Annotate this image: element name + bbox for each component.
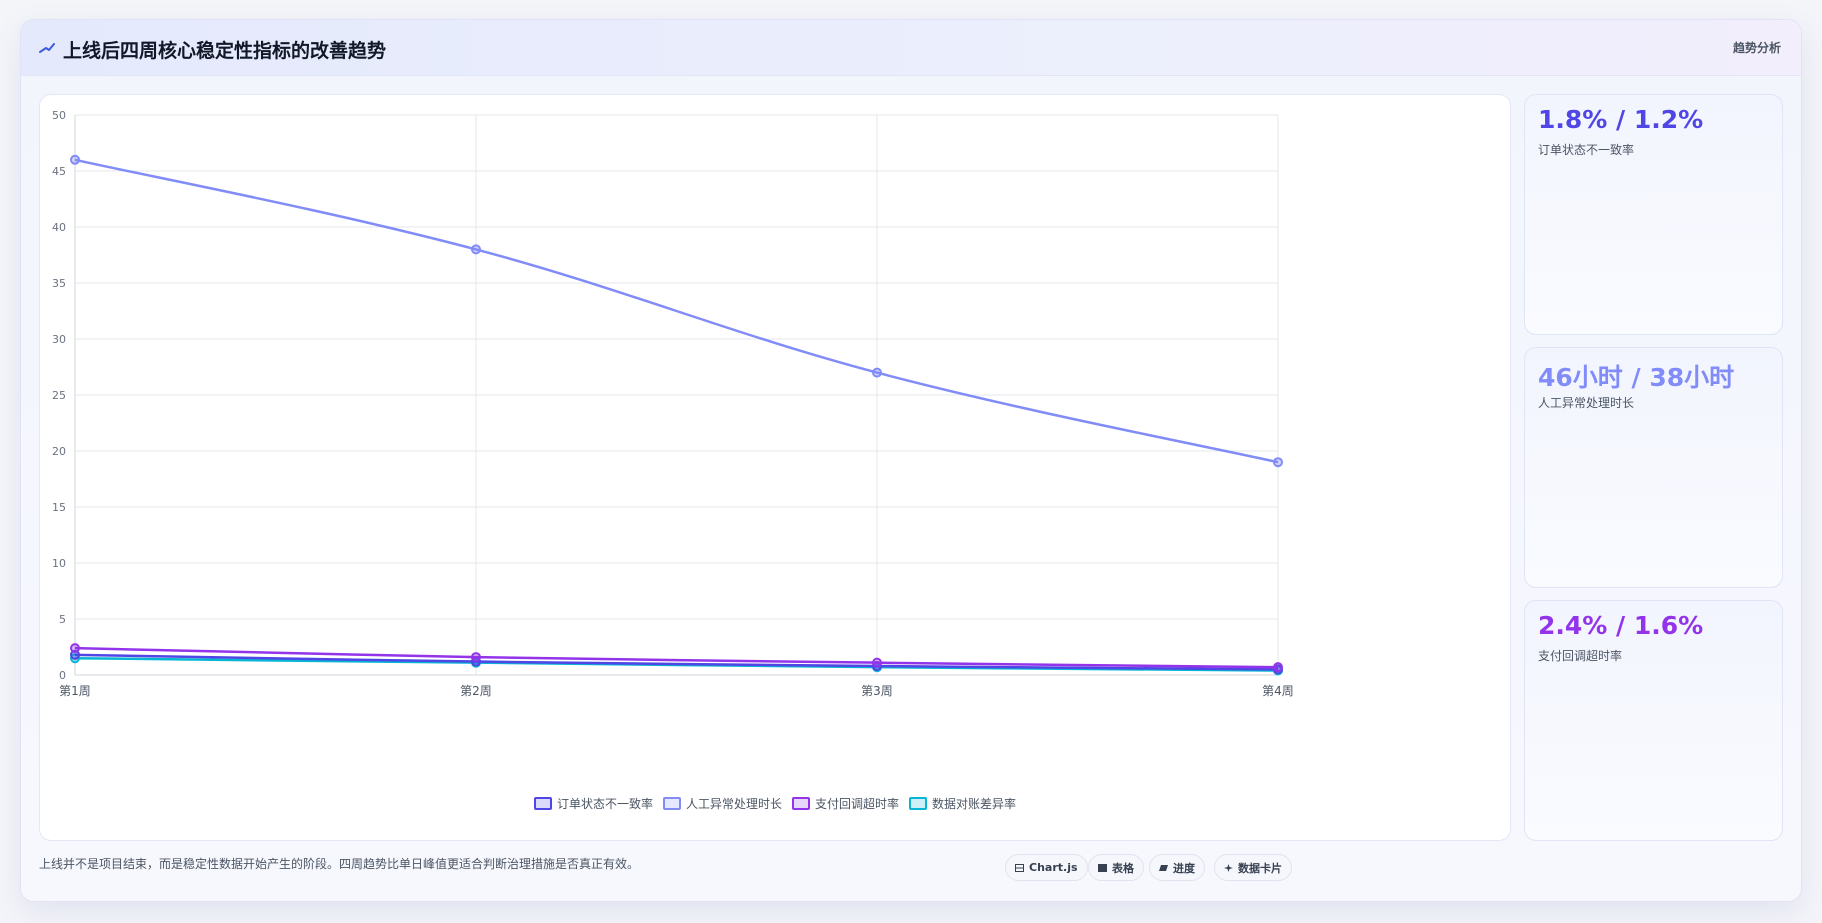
legend-swatch [533, 797, 552, 810]
stat-card-manual-handling: 46小时 / 38小时 人工异常处理时长 [1524, 347, 1783, 588]
chart-card: 0 5 10 15 20 25 30 35 40 45 50 第1周 第2周 第3周 第4周 订单状态不一致… [39, 94, 1511, 841]
stat-label: 订单状态不一致率 [1538, 143, 1635, 157]
series-line-1 [74, 653, 1279, 671]
button-label: Chart.js [1029, 861, 1078, 874]
stat-card-payment-timeout: 2.4% / 1.6% 支付回调超时率 [1524, 600, 1783, 841]
table-icon [1098, 863, 1107, 872]
y-tick-label: 25 [52, 389, 66, 402]
data-point [471, 244, 481, 255]
data-point [70, 643, 80, 654]
trend-panel: 上线后四周核心稳定性指标的改善趋势 趋势分析 0 5 10 15 20 25 30 35 40 4… [20, 19, 1802, 902]
progress-icon [1159, 864, 1168, 871]
panel-title: 上线后四周核心稳定性指标的改善趋势 [63, 40, 387, 62]
progress-button[interactable]: 进度 [1149, 854, 1205, 881]
y-tick-label: 5 [59, 613, 66, 626]
table-button[interactable]: 表格 [1088, 854, 1144, 881]
stat-value: 46小时 / 38小时 [1538, 363, 1735, 392]
button-label: 表格 [1112, 861, 1134, 875]
legend-item-4[interactable]: 数据对账差异率 [909, 795, 1016, 812]
legend-label: 数据对账差异率 [932, 797, 1017, 811]
stat-label: 支付回调超时率 [1538, 649, 1623, 663]
chart-icon [1015, 863, 1024, 872]
legend-label: 支付回调超时率 [815, 797, 900, 811]
chartjs-button[interactable]: Chart.js [1005, 854, 1088, 881]
y-tick-label: 0 [59, 669, 66, 682]
line-chart: 0 5 10 15 20 25 30 35 40 45 50 第1周 第2周 第3周 第4周 [52, 109, 1294, 698]
footer-note: 上线并不是项目结束，而是稳定性数据开始产生的阶段。四周趋势比单日峰值更适合判断治… [39, 857, 640, 871]
series-line-2 [74, 158, 1279, 464]
data-point [70, 154, 80, 165]
data-point [872, 367, 882, 378]
legend-swatch [792, 797, 810, 810]
x-tick-label: 第3周 [861, 684, 893, 698]
y-tick-label: 40 [52, 221, 66, 234]
legend-swatch [662, 797, 681, 810]
legend-swatch [909, 797, 928, 810]
legend-item-1[interactable]: 订单状态不一致率 [533, 795, 653, 812]
x-tick-label: 第4周 [1262, 684, 1294, 698]
y-tick-label: 20 [52, 445, 66, 458]
y-tick-label: 15 [52, 501, 66, 514]
card-icon [1224, 863, 1233, 872]
x-tick-label: 第2周 [460, 684, 492, 698]
data-point [1273, 457, 1283, 468]
stat-label: 人工异常处理时长 [1538, 396, 1635, 410]
stat-value: 1.8% / 1.2% [1538, 105, 1704, 134]
header-tag[interactable]: 趋势分析 [1732, 41, 1781, 55]
button-label: 进度 [1173, 861, 1195, 875]
y-tick-label: 10 [52, 557, 66, 570]
legend-label: 订单状态不一致率 [556, 797, 653, 811]
x-tick-label: 第1周 [59, 684, 91, 698]
stat-value: 2.4% / 1.6% [1538, 611, 1704, 640]
data-point [872, 657, 882, 668]
panel-header: 上线后四周核心稳定性指标的改善趋势 趋势分析 [21, 20, 1801, 76]
y-tick-label: 30 [52, 333, 66, 346]
data-card-button[interactable]: 数据卡片 [1214, 854, 1292, 881]
y-tick-label: 45 [52, 165, 66, 178]
data-point [70, 649, 80, 660]
series-line-3 [74, 646, 1279, 669]
button-label: 数据卡片 [1238, 861, 1282, 875]
legend-label: 人工异常处理时长 [685, 797, 782, 811]
stat-card-order-inconsistency: 1.8% / 1.2% 订单状态不一致率 [1524, 94, 1783, 335]
y-tick-label: 50 [52, 109, 66, 122]
y-tick-label: 35 [52, 277, 66, 290]
data-point [471, 652, 481, 663]
data-point [1273, 662, 1283, 673]
legend-item-2[interactable]: 人工异常处理时长 [662, 795, 782, 812]
legend-item-3[interactable]: 支付回调超时率 [792, 795, 899, 812]
chart-legend: 订单状态不一致率 人工异常处理时长 支付回调超时率 数据对账差异率 [40, 795, 1510, 812]
panel-body: 0 5 10 15 20 25 30 35 40 45 50 第1周 第2周 第3周 第4周 订单状态不一致… [21, 76, 1801, 901]
trend-line-icon [39, 43, 55, 53]
